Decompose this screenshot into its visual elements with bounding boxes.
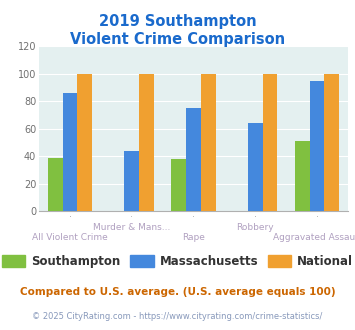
Bar <box>186 108 201 211</box>
Bar <box>248 123 263 211</box>
Bar <box>324 74 339 211</box>
Bar <box>201 74 216 211</box>
Text: 2019 Southampton: 2019 Southampton <box>99 14 256 29</box>
Text: Aggravated Assault: Aggravated Assault <box>273 233 355 242</box>
Bar <box>77 74 92 211</box>
Text: Murder & Mans...: Murder & Mans... <box>93 223 170 232</box>
Legend: Southampton, Massachusetts, National: Southampton, Massachusetts, National <box>0 250 355 273</box>
Bar <box>171 159 186 211</box>
Text: All Violent Crime: All Violent Crime <box>32 233 108 242</box>
Bar <box>62 93 77 211</box>
Bar <box>124 151 139 211</box>
Text: © 2025 CityRating.com - https://www.cityrating.com/crime-statistics/: © 2025 CityRating.com - https://www.city… <box>32 312 323 321</box>
Bar <box>310 81 324 211</box>
Text: Compared to U.S. average. (U.S. average equals 100): Compared to U.S. average. (U.S. average … <box>20 287 335 297</box>
Bar <box>295 141 310 211</box>
Text: Robbery: Robbery <box>236 223 274 232</box>
Text: Violent Crime Comparison: Violent Crime Comparison <box>70 32 285 47</box>
Text: Rape: Rape <box>182 233 205 242</box>
Bar <box>139 74 154 211</box>
Bar <box>263 74 278 211</box>
Bar <box>48 157 62 211</box>
